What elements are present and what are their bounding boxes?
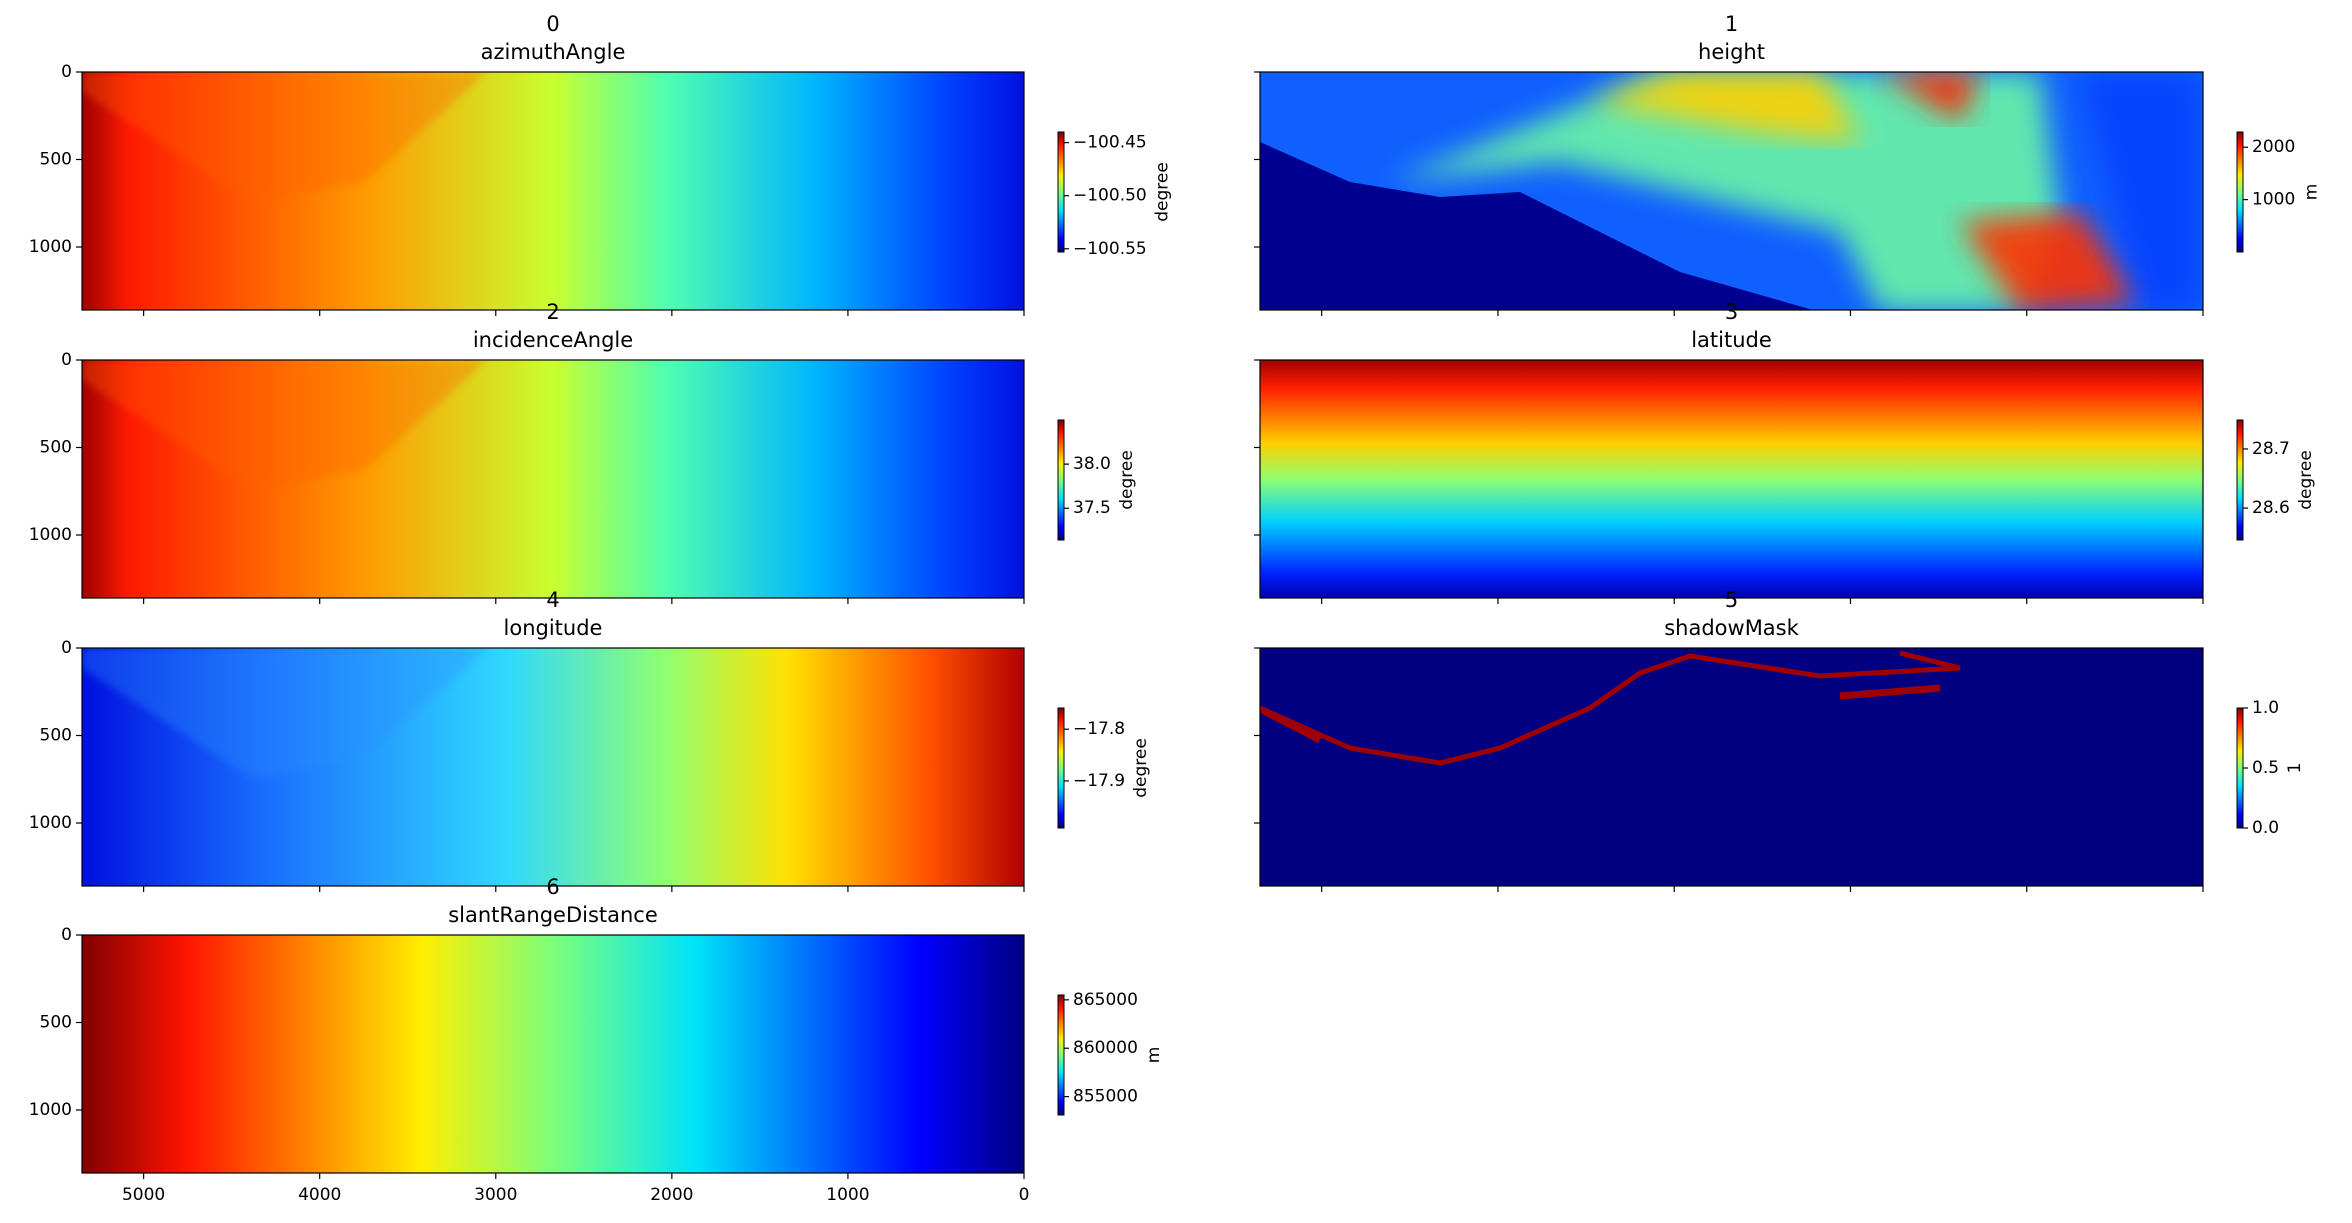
- image-shade: [82, 648, 488, 778]
- heatmap-image: [1260, 360, 2203, 598]
- colorbar-label: m: [2301, 184, 2321, 201]
- axes-frame: [81, 359, 1025, 599]
- colorbar-tick-label: −100.50: [1073, 186, 1147, 206]
- panel: 3 latitude 28.7 28.6 degree: [1254, 300, 2316, 604]
- image-shade: [82, 360, 488, 490]
- y-tick-label: 500: [40, 150, 72, 170]
- y-tick-label: 0: [61, 350, 72, 370]
- panel: 4 longitude 0 500 1000 −17.8 −17.9 degree: [29, 588, 1151, 892]
- colorbar-tick-label: 28.7: [2252, 439, 2290, 459]
- image-fill: [1260, 360, 2203, 598]
- panel-index: 6: [546, 875, 559, 899]
- colorbar: [2236, 419, 2244, 541]
- panel-index: 1: [1725, 12, 1738, 36]
- x-tick-label: 5000: [122, 1185, 165, 1205]
- axes-frame: [81, 934, 1025, 1174]
- heatmap-image: [1260, 72, 2203, 310]
- panel-title: azimuthAngle: [481, 40, 626, 64]
- colorbar-tick-label: 38.0: [1073, 454, 1111, 474]
- terrain-patch: [1960, 212, 2140, 310]
- terrain-patch: [1880, 72, 1980, 122]
- panel-index: 0: [546, 12, 559, 36]
- x-tick-label: 2000: [650, 1185, 693, 1205]
- x-tick-label: 3000: [474, 1185, 517, 1205]
- colorbar: [2236, 131, 2244, 253]
- x-tick-label: 0: [1019, 1185, 1030, 1205]
- panel-index: 2: [546, 300, 559, 324]
- image-fill: [1260, 648, 2203, 886]
- panel-title: latitude: [1691, 328, 1772, 352]
- y-tick-label: 500: [40, 726, 72, 746]
- heatmap-image: [82, 72, 1024, 310]
- panel-index: 4: [546, 588, 559, 612]
- colorbar: [1057, 419, 1065, 541]
- colorbar-tick-label: 865000: [1073, 990, 1138, 1010]
- colorbar-tick-label: 28.6: [2252, 498, 2290, 518]
- panel: 6 slantRangeDistance 0 500 1000 5000 4000 3000 2…: [29, 875, 1164, 1205]
- panel: 0 azimuthAngle 0 500 1000 −100.45 −100.50 −100.…: [29, 12, 1173, 316]
- x-tick-label: 1000: [826, 1185, 869, 1205]
- y-tick-label: 500: [40, 1013, 72, 1033]
- y-tick-label: 0: [61, 925, 72, 945]
- colorbar-tick-label: 2000: [2252, 137, 2295, 157]
- colorbar: [1057, 131, 1065, 253]
- colorbar: [1057, 707, 1065, 829]
- mask-line: [1260, 650, 1961, 766]
- colorbar-tick-label: −100.55: [1073, 239, 1147, 259]
- heatmap-image: [1260, 648, 2203, 886]
- panel-title: longitude: [504, 616, 603, 640]
- panel-title: incidenceAngle: [473, 328, 633, 352]
- colorbar-tick-label: −100.45: [1073, 133, 1147, 153]
- colorbar-label: degree: [1131, 738, 1151, 798]
- terrain-patch: [2080, 72, 2200, 310]
- mask-line: [1260, 684, 1941, 744]
- axes-frame: [81, 71, 1025, 311]
- axes-frame: [1259, 647, 2204, 887]
- axes-frame: [1259, 71, 2204, 311]
- y-tick-label: 0: [61, 62, 72, 82]
- image-shade: [82, 72, 488, 202]
- panel-title: height: [1698, 40, 1765, 64]
- y-tick-label: 1000: [29, 525, 72, 545]
- colorbar-label: 1: [2285, 763, 2305, 774]
- y-tick-label: 1000: [29, 813, 72, 833]
- x-tick-label: 4000: [298, 1185, 341, 1205]
- terrain-patch: [1590, 72, 1860, 142]
- terrain-dark: [1260, 142, 1813, 310]
- panel-index: 5: [1725, 588, 1738, 612]
- colorbar-tick-label: 37.5: [1073, 498, 1111, 518]
- colorbar-tick-label: 0.5: [2252, 758, 2279, 778]
- heatmap-image: [82, 360, 1024, 598]
- y-tick-label: 500: [40, 438, 72, 458]
- panel-index: 3: [1725, 300, 1738, 324]
- panel: 2 incidenceAngle 0 500 1000 38.0 37.5 degree: [29, 300, 1137, 604]
- axes-frame: [81, 647, 1025, 887]
- axes-frame: [1259, 359, 2204, 599]
- colorbar-tick-label: 1000: [2252, 190, 2295, 210]
- y-tick-label: 1000: [29, 237, 72, 257]
- colorbar-label: degree: [1117, 450, 1137, 510]
- panel-title: slantRangeDistance: [448, 903, 658, 927]
- heatmap-image: [82, 935, 1024, 1173]
- colorbar: [1057, 994, 1065, 1116]
- colorbar-tick-label: 855000: [1073, 1087, 1138, 1107]
- colorbar: [2236, 707, 2244, 829]
- colorbar-tick-label: 0.0: [2252, 818, 2279, 838]
- colorbar-tick-label: −17.8: [1073, 719, 1125, 739]
- colorbar-label: m: [1144, 1047, 1164, 1064]
- y-tick-label: 0: [61, 638, 72, 658]
- image-fill: [82, 935, 1024, 1173]
- y-tick-label: 1000: [29, 1100, 72, 1120]
- terrain-patch: [1390, 72, 2060, 310]
- colorbar-label: degree: [1153, 162, 1173, 222]
- heatmap-image: [82, 648, 1024, 886]
- panel: 1 height 2000 1000 m: [1254, 12, 2321, 316]
- panel: 5 shadowMask 1.0 0.5 0.0 1: [1254, 588, 2305, 892]
- colorbar-tick-label: −17.9: [1073, 771, 1125, 791]
- panel-title: shadowMask: [1664, 616, 1799, 640]
- colorbar-tick-label: 860000: [1073, 1038, 1138, 1058]
- colorbar-label: degree: [2296, 450, 2316, 510]
- colorbar-tick-label: 1.0: [2252, 698, 2279, 718]
